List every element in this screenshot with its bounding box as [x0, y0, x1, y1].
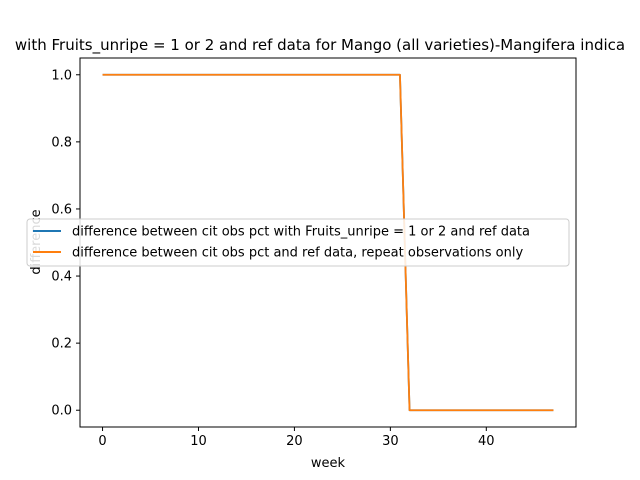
- y-tick-label: 0.8: [51, 135, 72, 150]
- x-tick-label: 40: [478, 434, 495, 449]
- x-tick-label: 20: [286, 434, 303, 449]
- x-tick-label: 10: [190, 434, 207, 449]
- x-tick-label: 0: [98, 434, 106, 449]
- x-tick-label: 30: [382, 434, 399, 449]
- chart-title: with Fruits_unripe = 1 or 2 and ref data…: [15, 36, 625, 55]
- legend-box: [26, 218, 570, 267]
- plot-area: [102, 73, 554, 412]
- legend: difference between cit obs pct with Frui…: [26, 218, 570, 267]
- y-tick-label: 0.6: [51, 202, 72, 217]
- y-tick-label: 0.0: [51, 404, 72, 419]
- y-tick-label: 0.4: [51, 270, 72, 285]
- x-axis-label: week: [311, 456, 346, 471]
- y-tick-label: 0.2: [51, 337, 72, 352]
- legend-label-1: difference between cit obs pct with Frui…: [72, 225, 530, 240]
- y-tick-label: 1.0: [51, 68, 72, 83]
- legend-label-2: difference between cit obs pct and ref d…: [72, 246, 523, 261]
- series-line-2: [102, 73, 554, 412]
